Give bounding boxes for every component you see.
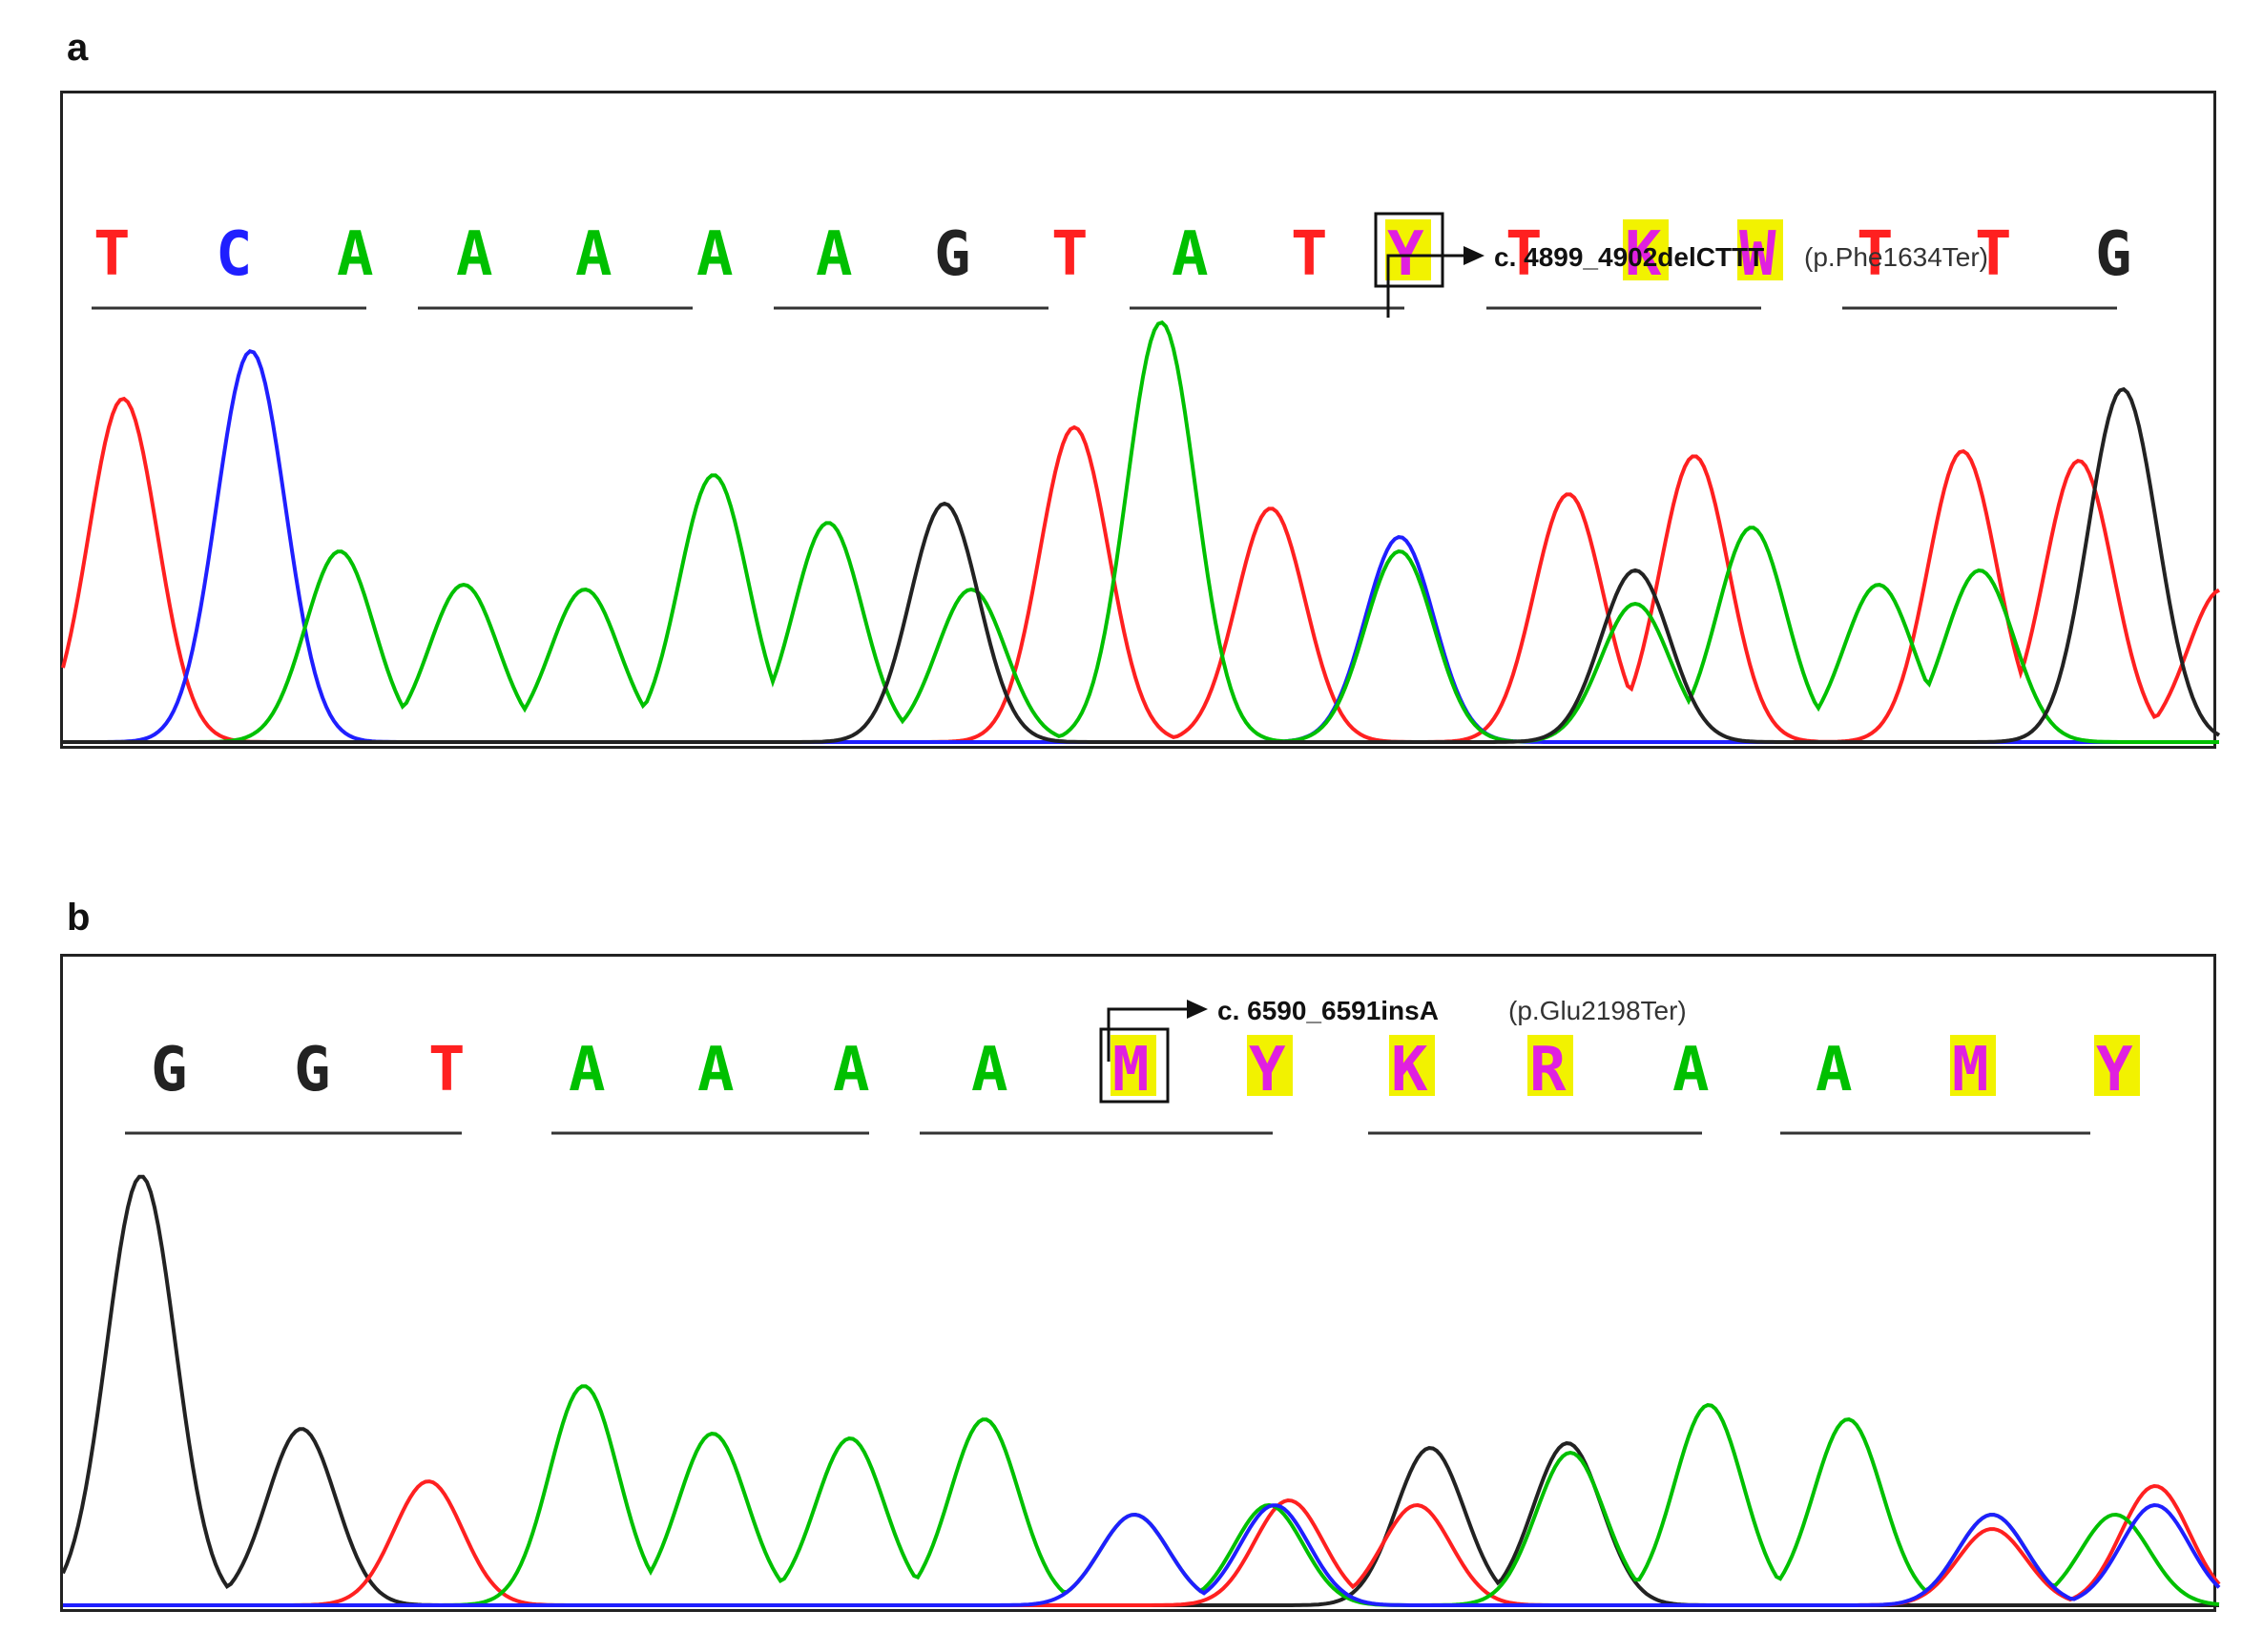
- arrow-icon: [1386, 254, 1465, 318]
- mutation-callout-b: c. 6590_6591insA (p.Glu2198Ter): [1107, 996, 1687, 1062]
- trace-C: [63, 1502, 2221, 1607]
- base-call-T: T: [1051, 219, 1089, 290]
- protein-change-a: (p.Phe1634Ter): [1804, 242, 1988, 272]
- base-call-A: A: [833, 1035, 870, 1105]
- base-call-G: G: [294, 1035, 331, 1105]
- trace-T: [61, 396, 2221, 744]
- base-call-M: M: [1952, 1035, 1989, 1105]
- trace-G: [61, 1174, 2219, 1607]
- base-call-T: T: [93, 219, 131, 290]
- protein-change-b: (p.Glu2198Ter): [1508, 996, 1687, 1025]
- ambiguous-base-highlight: [1527, 1035, 1573, 1096]
- chromatogram-b-canvas: G G T A A A A M Y K R A A M Y c. 6590_6591insA (p.Glu2…: [61, 996, 2221, 1607]
- ambiguous-base-highlight: [1385, 219, 1431, 280]
- arrow-icon: [1107, 1007, 1189, 1062]
- base-call-A: A: [1672, 1035, 1710, 1105]
- base-call-A: A: [1816, 1035, 1853, 1105]
- trace-A: [63, 320, 2219, 744]
- panel-a-label: a: [67, 27, 89, 69]
- ambiguous-base-highlight: [1623, 219, 1669, 280]
- base-call-A: A: [337, 219, 374, 290]
- base-call-A: A: [569, 1035, 606, 1105]
- ambiguous-base-highlight: [1111, 1035, 1156, 1096]
- base-call-R: R: [1529, 1035, 1567, 1105]
- base-call-A: A: [696, 219, 734, 290]
- base-call-T: T: [1291, 219, 1328, 290]
- ambiguous-base-highlight: [1950, 1035, 1996, 1096]
- mutation-label-b: c. 6590_6591insA: [1217, 996, 1439, 1025]
- trace-A: [63, 1384, 2220, 1607]
- ambiguous-base-highlight: [2094, 1035, 2140, 1096]
- trace-C: [63, 348, 2219, 744]
- base-call-A: A: [456, 219, 493, 290]
- base-call-T: T: [1975, 219, 2012, 290]
- base-call-G: G: [934, 219, 971, 290]
- base-call-M: M: [1112, 1035, 1150, 1105]
- base-call-C: C: [216, 219, 253, 290]
- trace-curves-b: [61, 1174, 2221, 1607]
- base-call-G: G: [151, 1035, 188, 1105]
- base-call-A: A: [971, 1035, 1008, 1105]
- chromatogram-panel-b: G G T A A A A M Y K R A A M Y c. 6590_6591insA (p.Glu2…: [60, 954, 2221, 1612]
- mutation-box: [1374, 212, 1444, 288]
- base-call-A: A: [816, 219, 853, 290]
- trace-T: [63, 1479, 2221, 1607]
- arrowhead-icon: [1464, 246, 1484, 265]
- base-call-Y: Y: [2096, 1035, 2133, 1105]
- base-call-T: T: [1505, 219, 1543, 290]
- trace-curves-a: [61, 320, 2221, 744]
- base-call-W: W: [1739, 219, 1776, 290]
- base-call-Y: Y: [1249, 1035, 1286, 1105]
- base-call-G: G: [2095, 219, 2132, 290]
- base-call-T: T: [428, 1035, 466, 1105]
- panel-b-label: b: [67, 897, 91, 939]
- trace-G: [63, 386, 2221, 744]
- mutation-callout-a: c. 4899_4902delCTTT (p.Phe1634Ter): [1386, 242, 1988, 318]
- base-call-K: K: [1391, 1035, 1428, 1105]
- mutation-box: [1099, 1027, 1170, 1104]
- ambiguous-base-highlight: [1247, 1035, 1293, 1096]
- arrowhead-icon: [1187, 1000, 1208, 1019]
- base-call-T: T: [1857, 219, 1894, 290]
- base-call-A: A: [697, 1035, 735, 1105]
- base-call-A: A: [1172, 219, 1209, 290]
- ambiguous-base-highlight: [1737, 219, 1783, 280]
- ambiguous-base-highlight: [1389, 1035, 1435, 1096]
- base-call-A: A: [575, 219, 612, 290]
- mutation-label-a: c. 4899_4902delCTTT: [1494, 242, 1764, 272]
- base-call-K: K: [1625, 219, 1662, 290]
